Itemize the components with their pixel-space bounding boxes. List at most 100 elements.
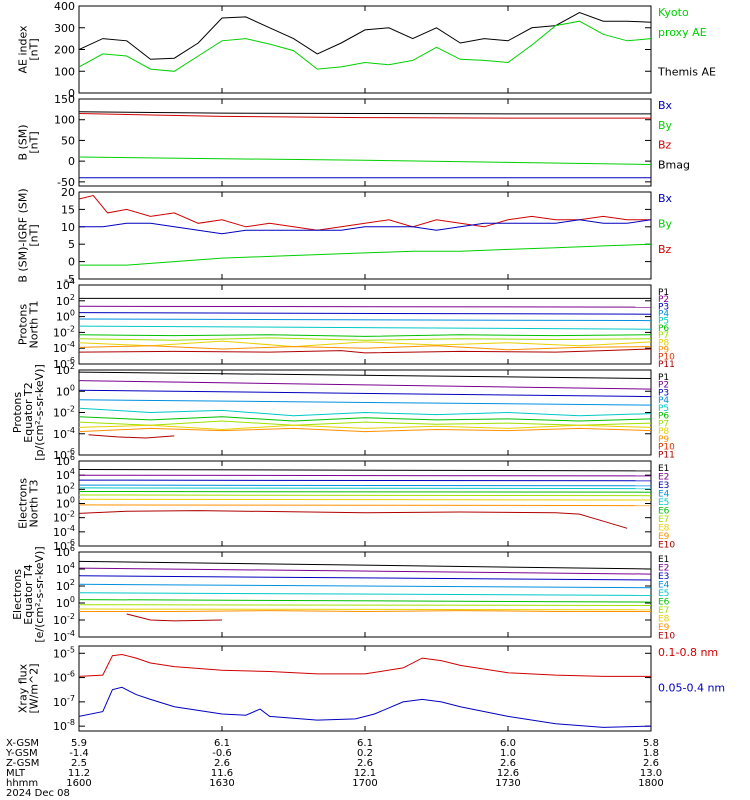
ephemeris-value: 0.2 xyxy=(357,748,373,759)
y-tick-label: 10-7 xyxy=(53,694,75,709)
y-tick-label-exponent: 4 xyxy=(70,561,75,570)
series-line xyxy=(79,305,651,308)
ephemeris-value: 2.6 xyxy=(643,758,659,769)
ephemeris-value: 1.0 xyxy=(500,748,516,759)
ephemeris-value: 1630 xyxy=(209,778,234,789)
legend-entry: 0.1-0.8 nm xyxy=(658,646,718,659)
y-tick-label-base: 10 xyxy=(53,696,67,709)
legend-entry: E1 xyxy=(658,555,669,565)
ephemeris-value: 1800 xyxy=(638,778,663,789)
series-line xyxy=(79,686,651,728)
y-tick-label: 100 xyxy=(54,65,75,78)
legend-entry: P1 xyxy=(658,373,669,383)
legend-entry: P11 xyxy=(658,360,675,370)
y-tick-label-exponent: 0 xyxy=(70,383,75,392)
legend-entry: E8 xyxy=(658,615,670,625)
ephemeris-value: 5.9 xyxy=(71,738,87,749)
panel-frame xyxy=(78,460,652,547)
series-line xyxy=(79,156,651,165)
legend-entry: P7 xyxy=(658,419,669,429)
series-line xyxy=(79,337,651,341)
legend-entry: P6 xyxy=(658,324,669,334)
legend-entry: P8 xyxy=(658,427,669,437)
y-axis-label-line: Equator T2 xyxy=(22,382,35,442)
y-tick-label-exponent: -2 xyxy=(67,405,75,414)
legend-entry: E3 xyxy=(658,481,669,491)
series-line xyxy=(79,469,651,472)
legend-entry: Bx xyxy=(658,99,673,112)
y-tick-label: 104 xyxy=(56,467,75,482)
series-line xyxy=(79,487,651,490)
series-line xyxy=(79,494,651,497)
y-axis-label-line: B (SM)-IGRF (SM) xyxy=(17,188,30,282)
y-tick-label-exponent: -4 xyxy=(67,340,75,349)
series-line xyxy=(79,312,651,315)
ephemeris-row-label: X-GSM xyxy=(6,738,39,749)
y-tick-label-exponent: -6 xyxy=(67,447,75,456)
series-line xyxy=(79,340,651,348)
series-line xyxy=(79,407,651,417)
legend-entry: E2 xyxy=(658,473,669,483)
series-line xyxy=(79,219,651,235)
y-tick-label-exponent: 6 xyxy=(70,544,75,553)
ephemeris-value: 6.0 xyxy=(500,738,516,749)
y-tick-label-base: 10 xyxy=(56,385,70,398)
y-tick-label-exponent: -6 xyxy=(67,670,75,679)
legend-entry: E9 xyxy=(658,532,670,542)
y-tick-label: 10-4 xyxy=(53,524,75,539)
y-tick-label: 10 xyxy=(61,221,75,234)
panel-1: 0 100 200 300 400 AE index[nT] Kyoto proxy AE Th… xyxy=(17,0,716,100)
y-tick-label: 102 xyxy=(56,362,75,377)
legend-entry: E1 xyxy=(658,464,669,474)
series-line xyxy=(79,345,651,351)
series-line xyxy=(79,111,651,115)
series-line xyxy=(79,491,651,493)
series-line xyxy=(79,243,651,266)
legend-entry: 0.05-0.4 nm xyxy=(658,681,725,694)
y-tick-label-exponent: -2 xyxy=(67,612,75,621)
panel-frame xyxy=(78,191,652,280)
y-tick-label-exponent: 2 xyxy=(70,481,75,490)
ephemeris-value: 6.1 xyxy=(357,738,373,749)
legend-entry: E6 xyxy=(658,598,670,608)
y-tick-label-base: 10 xyxy=(56,455,70,468)
y-axis-label-line: [W/m^2] xyxy=(28,663,41,713)
legend-entry: E3 xyxy=(658,572,669,582)
legend-entry: E9 xyxy=(658,623,670,633)
y-tick-label-base: 10 xyxy=(56,483,70,496)
series-line xyxy=(79,318,651,322)
ephemeris-value: 12.6 xyxy=(497,768,519,779)
ephemeris-value: 6.1 xyxy=(214,738,230,749)
series-line xyxy=(79,479,651,482)
y-axis-label-line: Protons xyxy=(11,392,24,433)
ephemeris-value: -0.6 xyxy=(212,748,232,759)
legend-entry: P5 xyxy=(658,404,669,414)
y-axis-label-line: [p/(cm²-s-sr-keV)] xyxy=(33,364,46,461)
legend-entry: P5 xyxy=(658,317,669,327)
y-tick-label-base: 10 xyxy=(53,540,67,553)
y-axis-label: ProtonsEquator T2[p/(cm²-s-sr-keV)] xyxy=(11,364,46,461)
y-tick-label-exponent: -6 xyxy=(67,538,75,547)
y-tick-label: 100 xyxy=(56,309,75,324)
series-line xyxy=(79,348,651,354)
series-line xyxy=(79,20,651,72)
y-tick-label: 10-4 xyxy=(53,629,75,644)
series-line xyxy=(79,194,651,231)
y-axis-label: B (SM)-IGRF (SM)[nT] xyxy=(17,188,41,282)
y-tick-label-base: 10 xyxy=(56,563,70,576)
y-tick-label: 100 xyxy=(56,496,75,511)
y-axis-label: ElectronsEquator T4[e/(cm²-s-sr-keV)] xyxy=(11,546,46,642)
y-tick-label-base: 10 xyxy=(53,614,67,627)
y-axis-label-line: Electrons xyxy=(17,478,30,529)
y-tick-label: 100 xyxy=(54,114,75,127)
y-tick-label-base: 10 xyxy=(53,428,67,441)
legend-entry: P2 xyxy=(658,381,669,391)
y-tick-label: 15 xyxy=(61,203,75,216)
legend-entry: P6 xyxy=(658,412,669,422)
legend-entry: Bz xyxy=(658,243,672,256)
legend-entry: P10 xyxy=(658,353,675,363)
y-tick-label: 102 xyxy=(56,293,75,308)
y-tick-label-base: 10 xyxy=(53,512,67,525)
